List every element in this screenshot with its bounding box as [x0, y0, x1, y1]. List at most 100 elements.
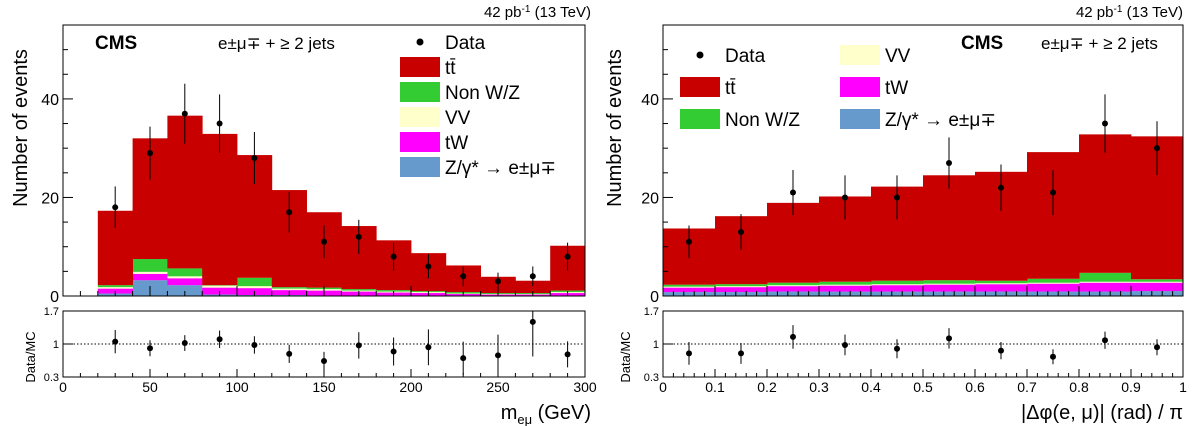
ratio-point [1102, 337, 1108, 344]
bar-2-3 [819, 284, 872, 286]
bar-3-5 [923, 280, 976, 284]
ratio-point [738, 350, 744, 357]
bar-0-7 [1027, 291, 1080, 296]
ratio-y-tick-label: 0.3 [644, 372, 659, 384]
bar-3-0 [97, 285, 133, 288]
data-point [842, 194, 848, 201]
bar-3-2 [167, 268, 203, 277]
x-tick-label: 50 [142, 379, 158, 395]
bar-0-5 [923, 291, 976, 296]
ratio-point [790, 333, 796, 340]
data-point [1154, 145, 1160, 152]
bar-3-1 [132, 259, 168, 272]
bar-3-8 [1079, 272, 1132, 282]
bar-4-3 [202, 133, 238, 286]
legend-swatch-4 [400, 132, 440, 152]
ratio-point [1050, 353, 1056, 360]
legend-label-1: tt̄ [725, 78, 736, 99]
x-tick-label: 0.9 [1121, 379, 1141, 395]
data-point [946, 159, 952, 166]
bar-4-5 [923, 175, 976, 281]
bar-0-1 [715, 292, 768, 296]
data-point [1050, 189, 1056, 196]
x-axis-label: |Δφ(e, μ)| (rad) / π [1021, 402, 1183, 424]
bar-0-3 [819, 291, 872, 296]
x-tick-label: 0 [59, 379, 67, 395]
bar-2-4 [871, 284, 924, 286]
bar-4-2 [767, 202, 820, 283]
ratio-point [181, 340, 188, 347]
bar-1-1 [132, 273, 168, 281]
ratio-point [529, 318, 536, 325]
data-point [181, 110, 188, 117]
legend-label-0: Data [725, 46, 766, 67]
selection-label: e±μ∓ + ≥ 2 jets [218, 34, 335, 53]
lumi-label: 42 pb-1 (13 TeV) [1076, 4, 1183, 21]
ratio-y-tick-label: 1.7 [644, 306, 659, 318]
bar-1-3 [819, 285, 872, 292]
x-tick-label: 200 [399, 379, 423, 395]
bar-2-0 [663, 286, 716, 288]
ratio-y-tick-label: 1.7 [44, 306, 59, 318]
y-axis-label: Number of events [10, 49, 32, 207]
ratio-point [355, 342, 362, 349]
bar-3-7 [1027, 278, 1080, 283]
x-tick-label: 0.8 [1069, 379, 1089, 395]
bar-2-2 [767, 285, 820, 287]
bar-1-5 [923, 284, 976, 292]
ratio-point [686, 350, 692, 357]
bar-1-6 [975, 284, 1028, 292]
x-axis-label: meμ (GeV) [501, 402, 591, 426]
x-tick-label: 150 [312, 379, 336, 395]
data-point [564, 253, 571, 260]
bar-0-8 [1079, 291, 1132, 296]
y-tick-label: 40 [641, 92, 659, 109]
legend-marker-data [416, 38, 424, 46]
bar-0-0 [663, 292, 716, 296]
bar-1-2 [167, 278, 203, 286]
legend-swatch-1 [400, 57, 440, 77]
left-panel: 42 pb-1 (13 TeV) Number of events Data/M… [10, 4, 597, 426]
legend-label-4: tW [445, 133, 468, 154]
ratio-point [286, 350, 293, 357]
data-point [1102, 120, 1108, 127]
ratio-point [1154, 344, 1160, 351]
bar-2-7 [1027, 282, 1080, 284]
ratio-point [460, 355, 467, 362]
legend-swatch-5 [400, 157, 440, 177]
bar-3-7 [341, 289, 377, 291]
bar-4-8 [1079, 134, 1132, 273]
data-point [998, 184, 1004, 191]
x-tick-label: 0.5 [913, 379, 933, 395]
ratio-point [147, 345, 153, 352]
ratio-y-axis-label: Data/MC [618, 331, 633, 382]
bar-3-0 [663, 284, 716, 287]
legend-label-3: VV [885, 46, 911, 67]
ratio-y-tick-label: 1 [653, 339, 659, 351]
legend-swatch-3 [400, 107, 440, 127]
ratio-point [894, 345, 900, 352]
ratio-point [495, 352, 501, 359]
bar-3-3 [819, 281, 872, 285]
bar-2-9 [1131, 281, 1184, 283]
bar-3-9 [1131, 279, 1184, 282]
data-point [790, 189, 796, 196]
data-point [425, 263, 432, 270]
bar-3-5 [271, 287, 307, 289]
ratio-y-axis-label: Data/MC [23, 331, 38, 382]
data-point [495, 278, 501, 285]
bar-1-9 [1131, 282, 1184, 292]
y-tick-label: 20 [641, 190, 659, 207]
y-tick-label: 40 [41, 92, 59, 109]
x-tick-label: 300 [573, 379, 597, 395]
bar-2-5 [271, 288, 307, 291]
x-tick-label: 0.7 [1017, 379, 1037, 395]
bar-2-8 [1079, 281, 1132, 283]
legend-swatch-1 [680, 77, 720, 97]
x-tick-label: 0.6 [965, 379, 985, 395]
x-tick-label: 250 [486, 379, 510, 395]
legend-swatch-4 [840, 77, 880, 97]
legend-label-2: Non W/Z [725, 110, 800, 131]
data-point [460, 273, 467, 280]
